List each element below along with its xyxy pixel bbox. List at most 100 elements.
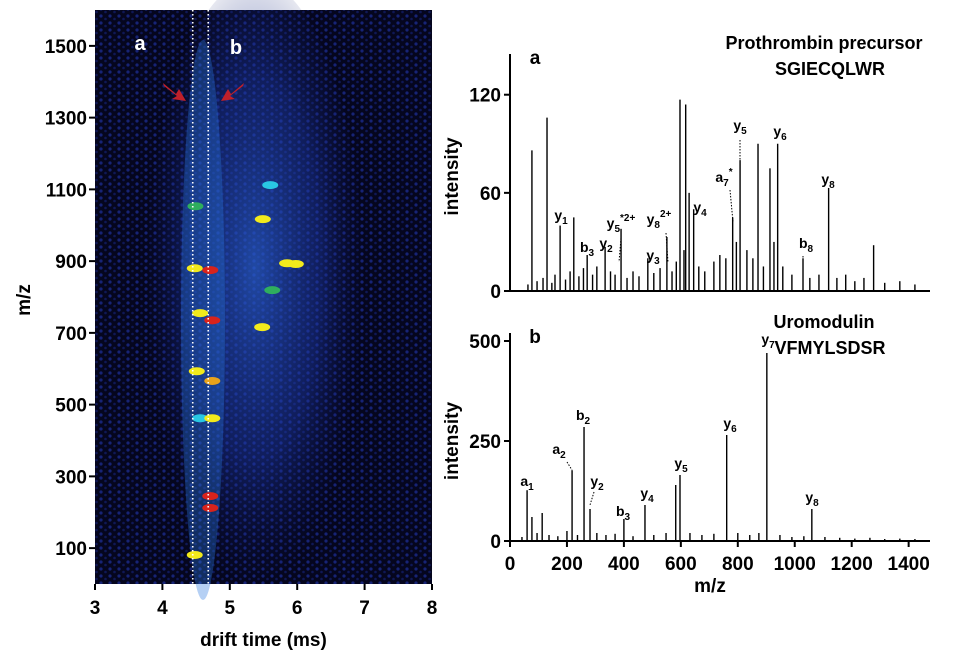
y-tick-label: 120 [469, 86, 501, 107]
leader-line [589, 491, 595, 506]
ion-index: 2 [598, 482, 604, 493]
spectrum-subtitle: SGIECQLWR [775, 59, 885, 79]
leader-line [566, 461, 573, 471]
arrow [163, 83, 186, 101]
ion-type: b [616, 503, 625, 519]
peak-annotation: y2 [599, 235, 613, 255]
ion-spot [254, 215, 271, 224]
y-tick-label: 250 [469, 432, 501, 453]
peak-annotation: y1 [554, 207, 568, 227]
ion-type: y [805, 489, 813, 505]
y-axis-label: intensity [442, 402, 463, 481]
peak-annotation: b2 [576, 407, 591, 427]
ion-index: 3 [625, 512, 631, 523]
ion-spot [186, 550, 203, 559]
ion-type: y [590, 473, 598, 489]
ion-type: y [733, 117, 741, 133]
x-tick-label: 1200 [831, 554, 873, 575]
x-tick-label: 8 [427, 598, 438, 619]
ion-type: y [640, 485, 648, 501]
ion-type: a [715, 169, 723, 185]
peak-annotation: b3 [580, 239, 595, 259]
ion-type: y [647, 211, 655, 227]
ion-index: 6 [731, 424, 737, 435]
peak-annotation: y7 [761, 331, 775, 351]
x-tick-label: 1400 [888, 554, 930, 575]
heatmap-intensity-band [145, 0, 365, 620]
ion-type: y [773, 123, 781, 139]
ion-spot [264, 286, 281, 295]
y-tick-label: 1500 [45, 37, 87, 58]
ion-charge: 2+ [660, 209, 672, 220]
ion-spot [187, 202, 204, 211]
peak-annotation: a7* [715, 167, 732, 189]
peak-annotation: y4 [640, 485, 654, 505]
peak-annotation: y4 [693, 199, 707, 219]
ion-index: 8 [808, 244, 814, 255]
y-tick-label: 500 [469, 332, 501, 353]
peak-annotation: y5*2+ [607, 213, 636, 235]
peak-annotation: y8 [821, 171, 835, 191]
peak-annotation: y82+ [647, 209, 672, 231]
ion-index: 2 [560, 450, 566, 461]
ion-spot [202, 266, 219, 275]
ion-type: y [693, 199, 701, 215]
y-tick-label: 0 [490, 532, 501, 553]
panel-label: a [530, 48, 541, 69]
ion-charge: * [729, 167, 733, 178]
peak-annotation: a1 [520, 473, 534, 493]
ion-spot [202, 503, 219, 512]
y-axis-label: intensity [442, 137, 463, 216]
spectrum-title: Uromodulin [774, 312, 875, 332]
y-tick-label: 500 [55, 396, 87, 417]
ion-index: 8 [813, 498, 819, 509]
ion-type: y [723, 415, 731, 431]
ion-index: 5 [614, 224, 620, 235]
y-tick-label: 300 [55, 467, 87, 488]
ion-type: b [576, 407, 585, 423]
ion-spot [192, 309, 209, 318]
y-axis-label: m/z [14, 284, 35, 316]
ion-index: 8 [654, 220, 660, 231]
ion-index: 5 [741, 126, 747, 137]
peak-annotation: y5 [733, 117, 747, 137]
peak-annotation: y2 [590, 473, 604, 493]
ion-spot [287, 259, 304, 268]
x-tick-label: 600 [665, 554, 697, 575]
ion-index: 1 [528, 482, 534, 493]
spectrum-title: Prothrombin precursor [725, 33, 922, 53]
ion-spot [186, 264, 203, 273]
x-tick-label: 6 [292, 598, 303, 619]
y-tick-label: 1300 [45, 109, 87, 130]
ion-spot [192, 414, 209, 423]
ion-spot [204, 316, 221, 325]
y-tick-label: 700 [55, 324, 87, 345]
peak-annotation: y6 [723, 415, 737, 435]
x-axis-label: m/z [694, 576, 726, 597]
x-tick-label: 800 [722, 554, 754, 575]
panel-label: a [134, 33, 146, 55]
ion-index: 2 [607, 244, 613, 255]
ion-type: b [580, 239, 589, 255]
x-tick-label: 0 [505, 554, 516, 575]
leader-line [665, 232, 669, 263]
arrow [221, 83, 244, 101]
panel-label: b [529, 327, 541, 348]
ion-type: y [554, 207, 562, 223]
ion-spot [188, 367, 205, 376]
ion-type: a [520, 473, 528, 489]
ion-index: 5 [682, 464, 688, 475]
x-tick-label: 400 [608, 554, 640, 575]
ion-type: b [799, 235, 808, 251]
x-axis-label: drift time (ms) [200, 630, 327, 651]
x-tick-label: 3 [90, 598, 101, 619]
peak-annotation: y8 [805, 489, 819, 509]
ion-type: a [552, 441, 560, 457]
x-tick-label: 4 [157, 598, 168, 619]
ion-spot [262, 181, 279, 190]
ion-spot [204, 376, 221, 385]
ion-index: 7 [723, 178, 729, 189]
ion-index: 2 [585, 416, 591, 427]
peak-annotation: b3 [616, 503, 631, 523]
